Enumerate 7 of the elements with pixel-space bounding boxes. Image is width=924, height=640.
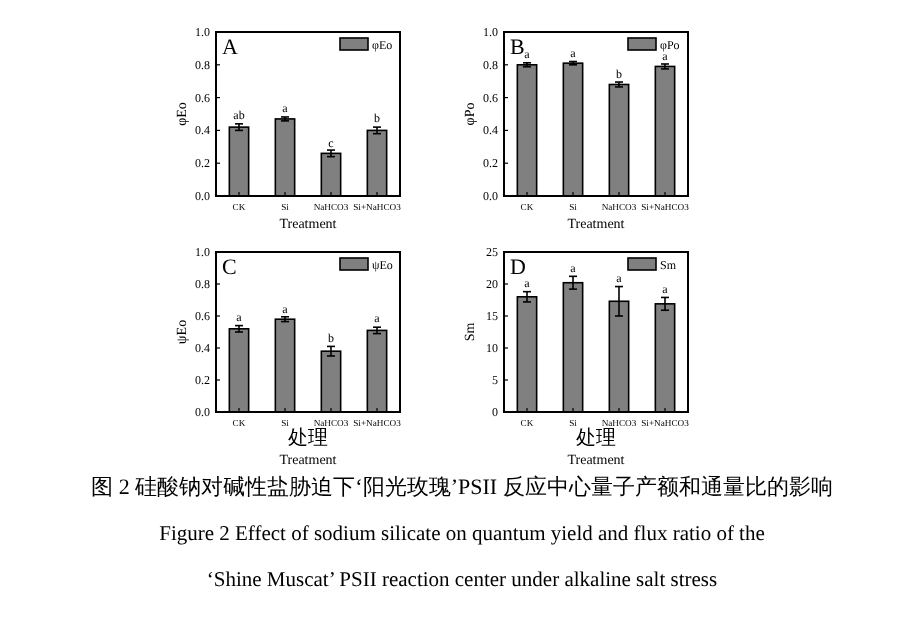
annotation: C (222, 256, 237, 280)
caption: Figure 2 Effect of sodium silicate on quantum yield and flux ratio of the (159, 524, 766, 546)
annotation: A (222, 36, 238, 60)
caption: 图 2 硅酸钠对碱性盐胁迫下‘阳光玫瑰’PSII 反应中心量子产额和通量比的影响 (91, 474, 833, 500)
annotation: D (510, 256, 526, 280)
text: ‘Shine Muscat’ PSII reaction center under alkaline salt stress (206, 570, 718, 592)
annotation: B (510, 36, 525, 60)
